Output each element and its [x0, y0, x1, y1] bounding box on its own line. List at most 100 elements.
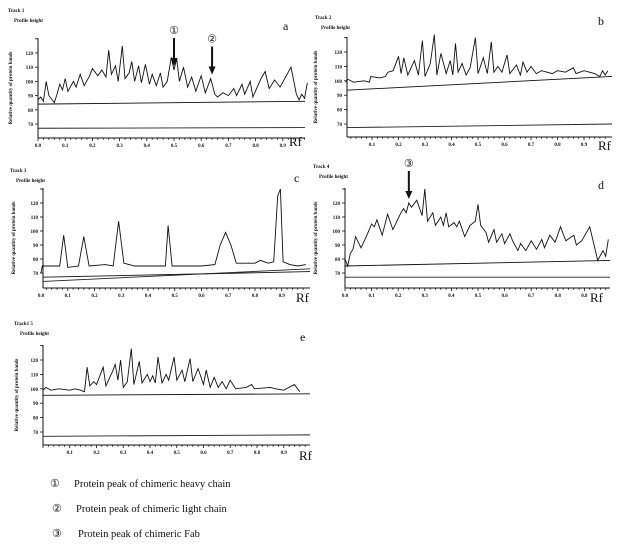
y-tick-label: 120 — [31, 202, 39, 207]
x-tick-label: 0.8 — [554, 143, 561, 148]
profile-height-label: Profile height — [321, 26, 350, 31]
profile-line — [37, 45, 308, 104]
x-tick-label: 0.3 — [116, 144, 123, 149]
x-tick-label: 0.5 — [174, 451, 181, 456]
x-tick-label: 0.0 — [38, 294, 45, 299]
legend-text-2: Protein peak of chimeric light chain — [76, 504, 227, 515]
profile-height-label: Profile height — [20, 332, 49, 337]
y-tick-label: 80 — [335, 258, 341, 263]
x-tick-label: 0.2 — [89, 144, 96, 149]
baseline — [42, 271, 311, 278]
x-tick-label: 0.3 — [422, 143, 429, 148]
baseline — [37, 100, 306, 105]
chart-panel-d: Track 4 Profile height d Rf Relative quantit… — [313, 158, 611, 305]
track-title: Track 3 — [10, 169, 27, 174]
x-tick-label: 0.4 — [145, 294, 152, 299]
x-axis-label: Rf — [289, 134, 303, 149]
reference-line — [37, 127, 306, 129]
panel-label: e — [300, 330, 305, 344]
track-title: Track 2 — [315, 16, 332, 21]
y-tick-label: 70 — [337, 123, 343, 128]
panel-label: d — [598, 178, 604, 192]
x-tick-label: 0.1 — [369, 143, 376, 148]
arrow-head-icon — [208, 66, 216, 75]
chart-panel-a: Track 1 Profile height a Rf Relative quantit… — [8, 9, 308, 149]
x-tick-label: 0.5 — [475, 143, 482, 148]
profile-line — [42, 348, 301, 393]
arrow-head-icon — [405, 191, 413, 199]
y-tick-label: 100 — [26, 80, 34, 85]
y-tick-label: 80 — [33, 258, 39, 263]
x-tick-label: 0.2 — [93, 451, 100, 456]
y-tick-label: 90 — [33, 244, 39, 249]
profile-line — [40, 188, 306, 274]
x-tick-label: 0.8 — [252, 294, 259, 299]
reference-line — [346, 123, 613, 129]
x-tick-label: 0.1 — [62, 144, 69, 149]
y-tick-label: 70 — [28, 123, 34, 128]
x-axis-label: Rf — [590, 290, 604, 305]
track-title: Track 4 — [313, 165, 330, 170]
y-axis-label: Relative quantity of protein bands — [314, 50, 319, 123]
y-tick-label: 100 — [335, 80, 343, 85]
y-tick-label: 110 — [31, 373, 39, 378]
panel-label: a — [283, 19, 289, 33]
x-tick-label: 0.5 — [171, 144, 178, 149]
x-tick-label: 0.7 — [528, 143, 535, 148]
x-tick-label: 0.2 — [91, 294, 98, 299]
profile-line — [344, 188, 609, 268]
x-tick-label: 0.7 — [225, 144, 232, 149]
legend-text-3: Protein peak of chimeric Fab — [78, 529, 200, 540]
y-tick-label: 100 — [31, 230, 39, 235]
y-tick-label: 80 — [28, 109, 34, 114]
panel-label: c — [294, 171, 299, 185]
legend: ① Protein peak of chimeric heavy chain ②… — [50, 478, 231, 540]
x-tick-label: 0.6 — [501, 294, 508, 299]
legend-symbol-3: ③ — [52, 528, 62, 540]
y-tick-label: 110 — [31, 216, 39, 221]
x-tick-label: 0.6 — [198, 294, 205, 299]
x-tick-label: 0.4 — [448, 294, 455, 299]
profile-height-label: Profile height — [16, 179, 45, 184]
x-tick-label: 0.2 — [395, 143, 402, 148]
y-tick-label: 90 — [28, 95, 34, 100]
profile-height-label: Profile height — [319, 175, 348, 180]
baseline — [344, 259, 611, 267]
y-axis-label: Relative quantity of protein bands — [12, 201, 17, 274]
x-tick-label: 0.8 — [252, 144, 259, 149]
legend-symbol-1: ① — [50, 478, 60, 490]
y-tick-label: 80 — [33, 417, 39, 422]
x-tick-label: 0.6 — [200, 451, 207, 456]
x-tick-label: 0.4 — [448, 143, 455, 148]
x-tick-label: 0.1 — [65, 294, 72, 299]
x-tick-label: 0.1 — [67, 451, 74, 456]
chart-panel-c: Track 3 Profile height c Rf Relative quantit… — [10, 169, 311, 305]
x-tick-label: 0.8 — [254, 451, 261, 456]
x-tick-label: 0.7 — [528, 294, 535, 299]
x-tick-label: 0.8 — [555, 294, 562, 299]
arrow-head-icon — [170, 58, 178, 67]
y-tick-label: 120 — [31, 359, 39, 364]
x-tick-label: 0.0 — [342, 294, 349, 299]
x-tick-label: 0.9 — [281, 451, 288, 456]
annotation-marker: ③ — [404, 158, 414, 170]
panel-label: b — [598, 14, 604, 28]
charts: Track 1 Profile height a Rf Relative quantit… — [8, 9, 613, 463]
y-tick-label: 120 — [333, 202, 341, 207]
track-title: Track1 5 — [14, 322, 33, 327]
y-tick-label: 120 — [26, 52, 34, 57]
y-tick-label: 110 — [335, 65, 343, 70]
x-tick-label: 0.4 — [147, 451, 154, 456]
x-tick-label: 0.9 — [279, 294, 286, 299]
legend-text-1: Protein peak of chimeric heavy chain — [74, 479, 231, 490]
x-axis-label: Rf — [296, 290, 310, 305]
x-tick-label: 0.3 — [422, 294, 429, 299]
y-axis-label: Relative quantity of protein bands — [9, 51, 14, 124]
y-tick-label: 80 — [337, 109, 343, 114]
baseline — [346, 76, 613, 91]
x-tick-label: 0.5 — [172, 294, 179, 299]
legend-symbol-2: ② — [52, 503, 62, 515]
x-tick-label: 0.7 — [225, 294, 232, 299]
x-tick-label: 0.7 — [227, 451, 234, 456]
